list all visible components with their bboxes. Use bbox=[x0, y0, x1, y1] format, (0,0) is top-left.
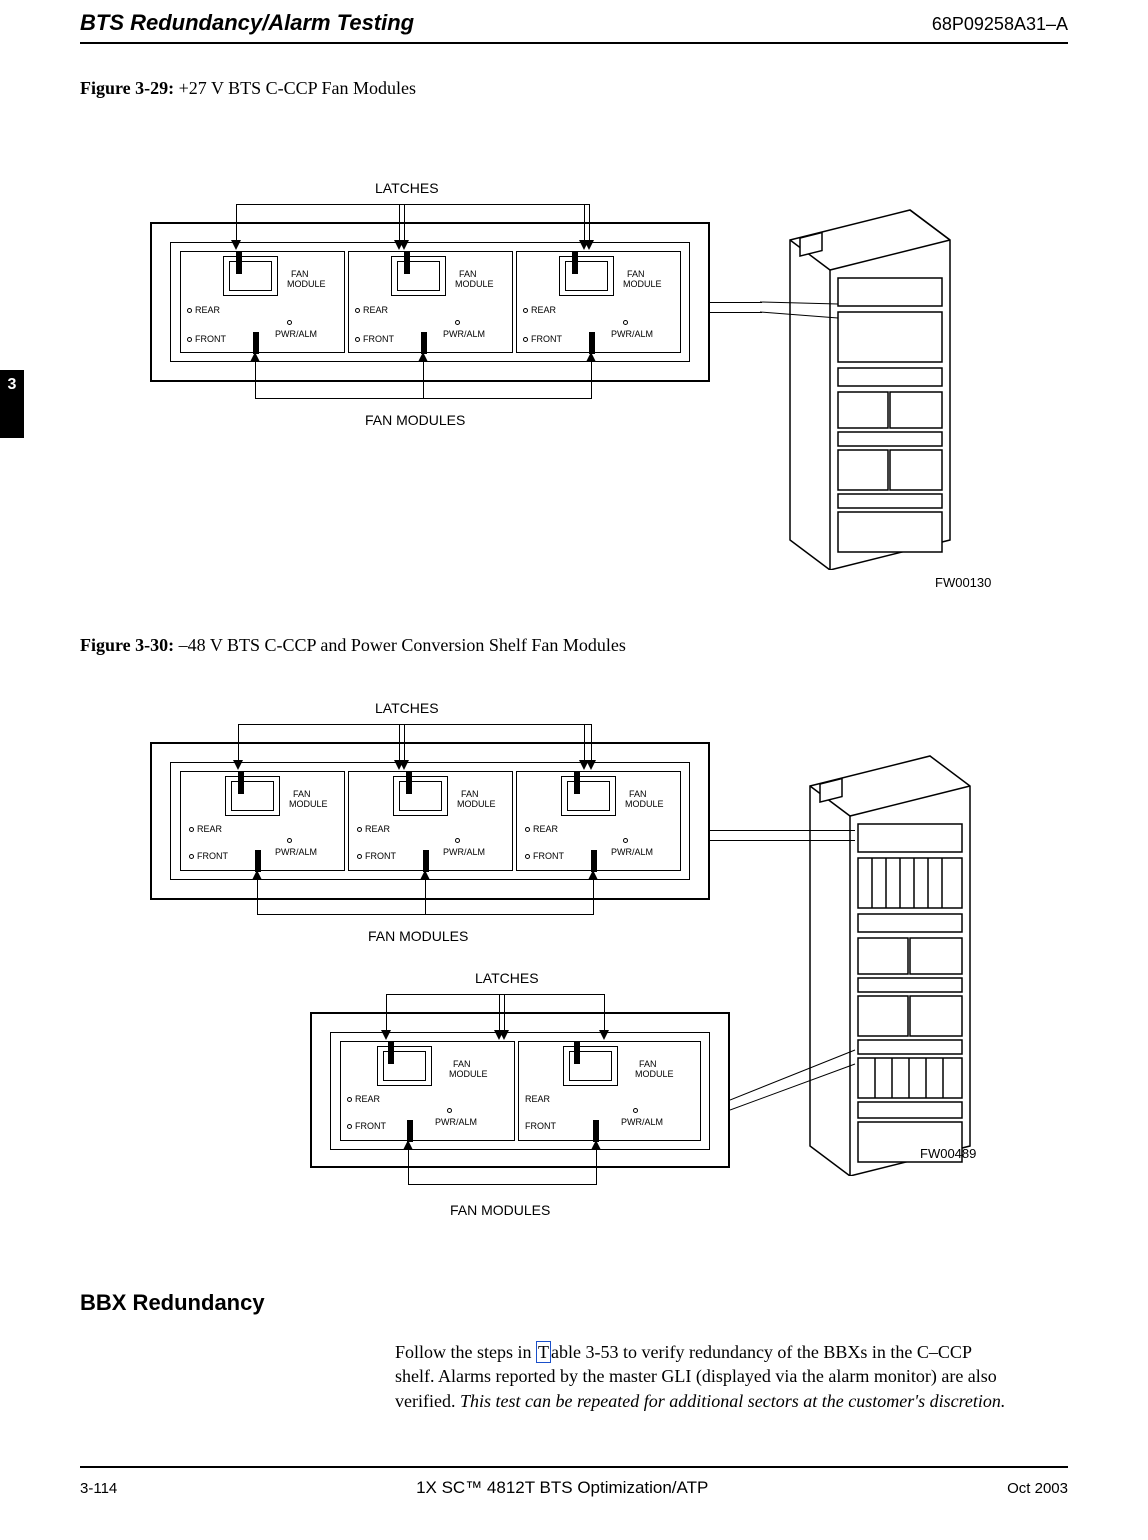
fan-module-1: FAN MODULE REAR FRONT PWR/ALM bbox=[180, 251, 345, 353]
latches-label-30b: LATCHES bbox=[475, 970, 539, 986]
callout-line-30b bbox=[730, 1040, 860, 1120]
table-link[interactable]: T bbox=[536, 1341, 551, 1363]
header-docnum: 68P09258A31–A bbox=[932, 14, 1068, 35]
body-italic: This test can be repeated for additional… bbox=[460, 1391, 1005, 1411]
fan-modules-label: FAN MODULES bbox=[365, 412, 465, 428]
footer-rule bbox=[80, 1466, 1068, 1468]
chapter-number: 3 bbox=[8, 376, 17, 394]
figure-29-caption-bold: Figure 3-29: bbox=[80, 78, 174, 98]
header-title: BTS Redundancy/Alarm Testing bbox=[80, 10, 414, 36]
fan-module-30-1: FAN MODULE REAR FRONT PWR/ALM bbox=[180, 771, 345, 871]
module-label: MODULE bbox=[287, 280, 326, 289]
figure-30-upper-diagram: LATCHES FAN MODULE REAR FRONT PWR/ALM bbox=[150, 700, 710, 960]
figure-30-lower-diagram: LATCHES FAN MODULE REAR FRONT PWR/ALM bbox=[310, 970, 730, 1230]
fw-label-30: FW00489 bbox=[920, 1146, 976, 1161]
fan-modules-label-30b: FAN MODULES bbox=[450, 1202, 550, 1218]
chapter-tab: 3 bbox=[0, 370, 24, 438]
figure-29-diagram: LATCHES FAN MODULE REAR FRONT P bbox=[150, 180, 710, 460]
section-heading: BBX Redundancy bbox=[80, 1290, 265, 1316]
figure-30-caption: Figure 3-30: –48 V BTS C-CCP and Power C… bbox=[80, 635, 626, 656]
latches-label-30a: LATCHES bbox=[375, 700, 439, 716]
fan-modules-label-30a: FAN MODULES bbox=[368, 928, 468, 944]
section-body: Follow the steps in Table 3-53 to verify… bbox=[395, 1340, 1015, 1413]
rack-29-icon bbox=[760, 200, 970, 570]
fan-module-3: FAN MODULE REAR FRONT PWR/ALM bbox=[516, 251, 681, 353]
pwralm-label: PWR/ALM bbox=[275, 330, 317, 339]
fan-module-30-2: FAN MODULE REAR FRONT PWR/ALM bbox=[348, 771, 513, 871]
fan-label: FAN bbox=[291, 270, 309, 279]
fan-module-2: FAN MODULE REAR FRONT PWR/ALM bbox=[348, 251, 513, 353]
front-label: FRONT bbox=[195, 335, 226, 344]
page-footer: 3-114 1X SC™ 4812T BTS Optimization/ATP … bbox=[80, 1478, 1068, 1498]
fan-module-30-3: FAN MODULE REAR FRONT PWR/ALM bbox=[516, 771, 681, 871]
latches-label: LATCHES bbox=[375, 180, 439, 196]
body-pre: Follow the steps in bbox=[395, 1342, 536, 1362]
figure-29-caption: Figure 3-29: +27 V BTS C-CCP Fan Modules bbox=[80, 78, 416, 99]
fan-module-30b-1: FAN MODULE REAR FRONT PWR/ALM bbox=[340, 1041, 515, 1141]
footer-date: Oct 2003 bbox=[1007, 1480, 1068, 1497]
footer-title: 1X SC™ 4812T BTS Optimization/ATP bbox=[416, 1478, 708, 1498]
footer-page: 3-114 bbox=[80, 1480, 117, 1497]
rear-label: REAR bbox=[195, 306, 220, 315]
figure-30-caption-rest: –48 V BTS C-CCP and Power Conversion She… bbox=[174, 635, 626, 655]
figure-29-caption-rest: +27 V BTS C-CCP Fan Modules bbox=[174, 78, 416, 98]
figure-30-caption-bold: Figure 3-30: bbox=[80, 635, 174, 655]
fan-module-30b-2: FAN MODULE REAR FRONT PWR/ALM bbox=[518, 1041, 701, 1141]
fw-label-29: FW00130 bbox=[935, 575, 991, 590]
page-header: BTS Redundancy/Alarm Testing 68P09258A31… bbox=[80, 10, 1068, 44]
page: BTS Redundancy/Alarm Testing 68P09258A31… bbox=[0, 0, 1148, 1540]
